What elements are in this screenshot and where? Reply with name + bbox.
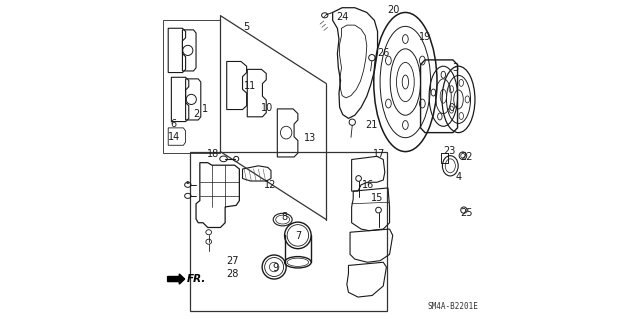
Text: 14: 14 xyxy=(168,132,180,142)
Text: 24: 24 xyxy=(337,11,349,22)
Text: 12: 12 xyxy=(264,181,276,190)
Text: 10: 10 xyxy=(260,103,273,113)
Text: SM4A-B2201E: SM4A-B2201E xyxy=(428,302,478,311)
Text: 3: 3 xyxy=(452,63,458,73)
Text: 16: 16 xyxy=(362,181,374,190)
Text: 6: 6 xyxy=(171,119,177,129)
Text: 7: 7 xyxy=(296,231,301,241)
Text: 26: 26 xyxy=(378,48,390,58)
Polygon shape xyxy=(168,274,185,284)
Text: 18: 18 xyxy=(207,149,220,159)
Text: 25: 25 xyxy=(460,208,472,218)
Text: ●: ● xyxy=(186,181,189,185)
Text: 22: 22 xyxy=(460,152,472,162)
Text: 9: 9 xyxy=(272,263,278,273)
Text: 11: 11 xyxy=(244,81,256,91)
Text: 19: 19 xyxy=(419,32,431,42)
Text: 28: 28 xyxy=(226,269,238,279)
Text: 23: 23 xyxy=(443,146,455,156)
Text: 20: 20 xyxy=(387,5,399,15)
Text: 5: 5 xyxy=(243,22,250,32)
Text: 17: 17 xyxy=(373,149,386,159)
Text: 4: 4 xyxy=(456,172,461,182)
Text: 1: 1 xyxy=(202,104,207,114)
Text: 21: 21 xyxy=(365,120,378,130)
Text: FR.: FR. xyxy=(187,274,207,284)
Text: 2: 2 xyxy=(193,109,199,119)
Text: 8: 8 xyxy=(282,212,287,222)
Text: 15: 15 xyxy=(371,193,384,203)
Text: 13: 13 xyxy=(304,133,316,143)
Text: 27: 27 xyxy=(226,256,238,266)
Bar xyxy=(189,152,387,311)
